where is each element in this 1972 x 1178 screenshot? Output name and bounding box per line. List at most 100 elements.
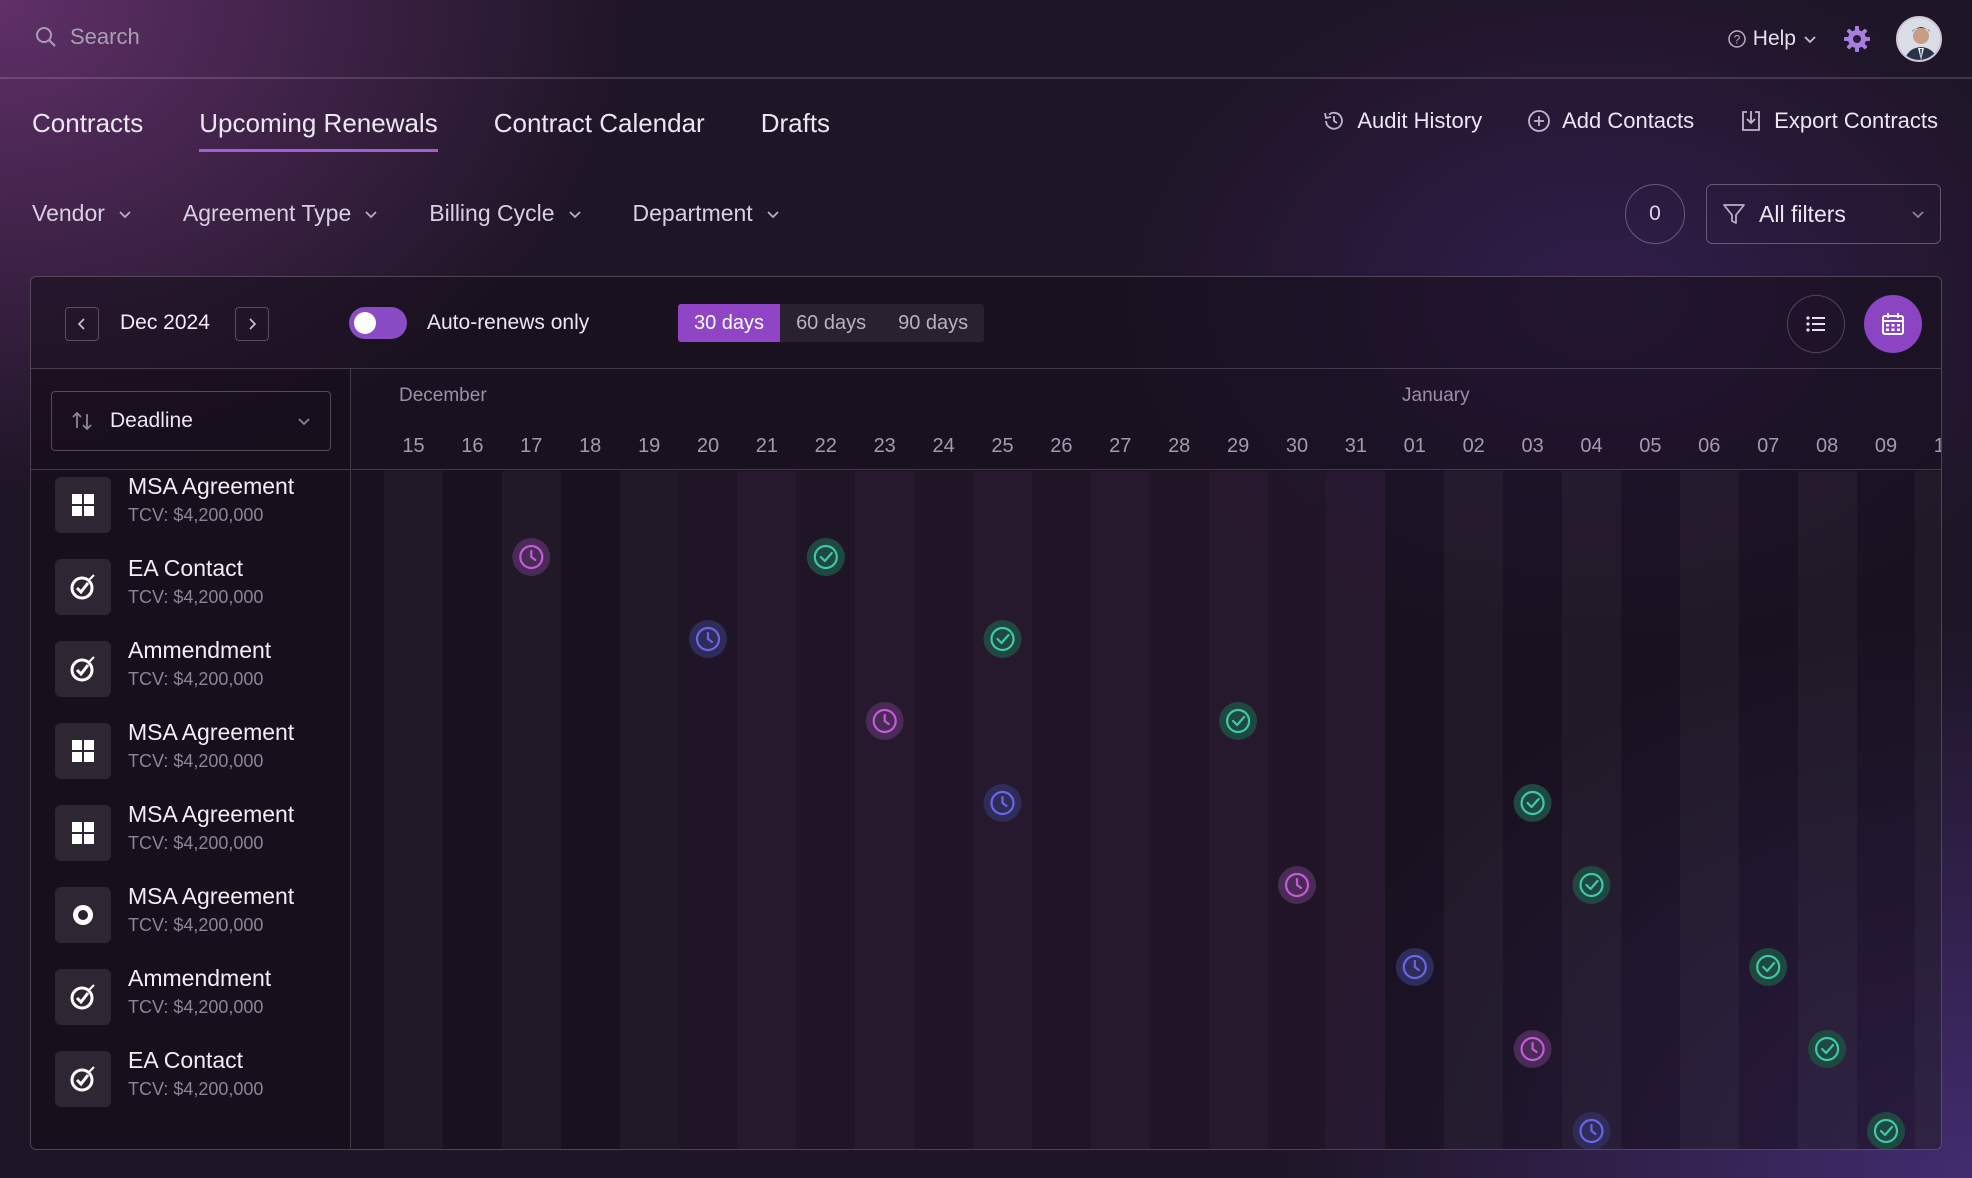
chevron-down-icon [365,210,377,218]
day-label: 10 [1920,435,1941,458]
contract-row[interactable]: MSA Agreement TCV: $4,200,000 [55,719,345,779]
audit-history-button[interactable]: Audit History [1321,108,1482,134]
day-column [1090,471,1150,1149]
day-label: 01 [1403,435,1426,457]
contract-row[interactable]: Ammendment TCV: $4,200,000 [55,965,345,1025]
range-60-days[interactable]: 60 days [796,312,867,334]
target-check-icon [55,969,111,1025]
day-label: 08 [1815,435,1839,457]
day-label: 23 [873,435,896,457]
contract-name: MSA Agreement [128,883,295,909]
day-column [1149,471,1209,1149]
day-label: 05 [1639,435,1662,457]
add-contacts-button[interactable]: Add Contacts [1526,108,1694,134]
tab-contract-calendar[interactable]: Contract Calendar [493,108,705,138]
contract-row[interactable]: MSA Agreement TCV: $4,200,000 [55,473,345,533]
day-label: 02 [1462,435,1485,457]
deadline-clock-icon [983,784,1022,822]
day-column [1326,471,1386,1149]
deadline-clock-icon [1278,866,1316,904]
contract-row[interactable]: Ammendment TCV: $4,200,000 [55,637,345,697]
divider [352,469,1941,470]
department-filter-label: Department [632,200,753,226]
plus-circle-icon [1528,110,1550,132]
contract-name: Ammendment [128,637,272,663]
list-view-button[interactable] [1787,295,1845,353]
day-column [1208,471,1268,1149]
calendar-view-button[interactable] [1864,295,1922,353]
day-label: 29 [1226,435,1250,457]
previous-month-button[interactable] [65,307,99,341]
contract-row[interactable]: MSA Agreement TCV: $4,200,000 [55,883,345,943]
contract-row[interactable]: EA Contact TCV: $4,200,000 [55,555,345,615]
help-menu[interactable]: ? Help [1727,27,1818,51]
renewal-check-icon [1749,948,1788,986]
timeline-marks [352,538,1905,1149]
renewal-check-icon [1867,1112,1905,1149]
department-filter[interactable]: Department [633,200,781,227]
range-30-days[interactable]: 30 days [678,304,781,342]
day-column [678,471,738,1149]
billing-cycle-filter-label: Billing Cycle [429,200,555,226]
billing-cycle-filter[interactable]: Billing Cycle [429,200,582,227]
agreement-type-filter-label: Agreement Type [182,200,352,226]
vendor-filter[interactable]: Vendor [32,200,133,227]
renewal-check-icon [806,538,845,576]
search-input[interactable]: Search [70,24,140,49]
chevron-down-icon [767,210,779,218]
auto-renew-label: Auto-renews only [427,311,590,334]
target-check-icon [55,641,111,697]
day-label: 18 [579,435,602,457]
month-label-december: December [399,385,487,406]
tab-drafts[interactable]: Drafts [760,108,831,138]
day-label: 27 [1109,435,1132,457]
tab-contracts[interactable]: Contracts [32,108,144,138]
contract-name: Ammendment [128,965,272,991]
history-icon [1324,111,1344,130]
day-label: 22 [814,435,837,457]
help-label: Help [1752,27,1796,50]
help-icon: ? [1728,30,1746,48]
avatar[interactable] [1896,16,1942,62]
target-check-icon [55,1051,111,1107]
list-icon [1806,316,1825,332]
day-label: 24 [932,435,955,457]
search-icon [36,27,56,47]
contract-tcv: TCV: $4,200,000 [128,751,264,771]
auto-renew-toggle[interactable] [349,307,407,339]
day-column [855,471,915,1149]
contract-tcv: TCV: $4,200,000 [128,833,264,853]
search-box[interactable]: Search [34,24,140,50]
all-filters-dropdown[interactable]: All filters [1706,184,1941,244]
range-90-days[interactable]: 90 days [898,312,969,334]
filter-bar: Vendor Agreement Type Billing Cycle Depa… [32,200,781,227]
deadline-clock-icon [1513,1030,1552,1068]
contract-name: MSA Agreement [128,473,295,499]
day-label: 31 [1344,435,1368,457]
svg-text:?: ? [1733,33,1740,47]
contract-tcv: TCV: $4,200,000 [128,505,264,525]
main-tabs: Contracts Upcoming Renewals Contract Cal… [32,108,830,152]
export-icon [1742,111,1761,131]
day-column [1031,471,1091,1149]
contract-tcv: TCV: $4,200,000 [128,669,264,689]
gear-icon[interactable] [1842,24,1872,54]
export-contracts-button[interactable]: Export Contracts [1738,108,1938,134]
tab-upcoming-renewals[interactable]: Upcoming Renewals [199,108,438,152]
top-bar: Search ? Help [0,0,1972,79]
day-label: 16 [461,435,484,457]
contract-row[interactable]: MSA Agreement TCV: $4,200,000 [55,801,345,861]
next-month-button[interactable] [235,307,269,341]
deadline-clock-icon [689,620,727,658]
day-label: 15 [402,435,425,457]
sort-select[interactable]: Deadline [51,391,331,451]
chevron-left-icon [77,318,85,330]
circle-icon [55,887,111,943]
chevron-down-icon [1804,36,1816,44]
day-label: 26 [1050,435,1073,457]
contract-row[interactable]: EA Contact TCV: $4,200,000 [55,1047,345,1107]
renewal-check-icon [1808,1030,1847,1068]
audit-history-label: Audit History [1357,108,1483,133]
agreement-type-filter[interactable]: Agreement Type [183,200,379,227]
target-check-icon [55,559,111,615]
